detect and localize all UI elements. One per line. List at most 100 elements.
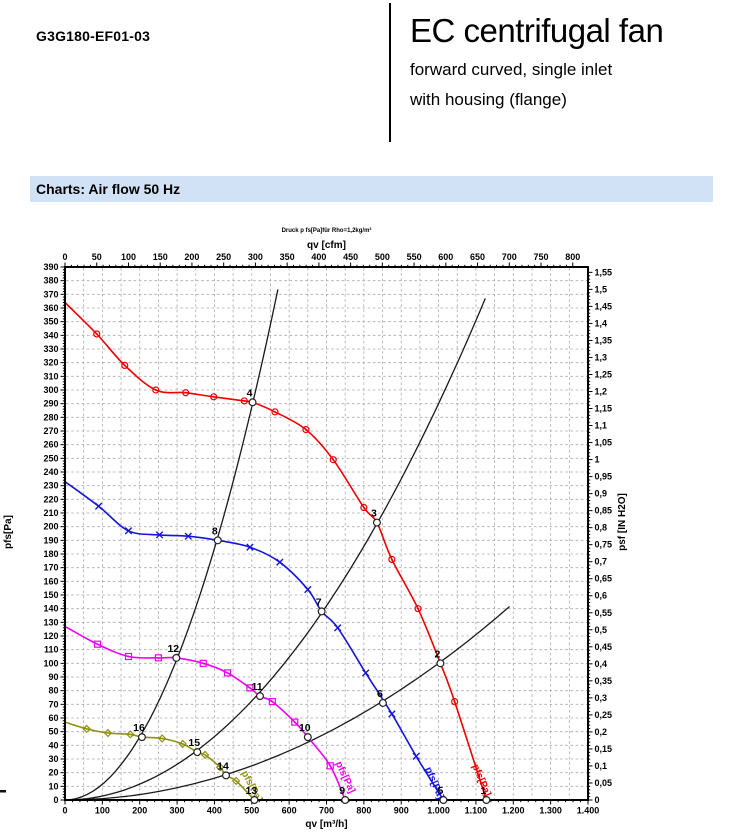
svg-text:50: 50 [48, 727, 58, 737]
svg-text:0,2: 0,2 [595, 727, 608, 737]
section-header-bar: Charts: Air flow 50 Hz [30, 176, 713, 202]
svg-text:1,05: 1,05 [595, 438, 613, 448]
axis-titles: Druck p fs[Pa]für Rho=1,2kg/m³ qv [cfm] qv… [3, 227, 628, 830]
svg-text:1.100: 1.100 [465, 806, 488, 816]
svg-text:350: 350 [43, 317, 58, 327]
svg-text:1,3: 1,3 [595, 352, 608, 362]
product-title: EC centrifugal fan [410, 12, 664, 49]
svg-text:0,4: 0,4 [595, 659, 608, 669]
operating-point-6 [378, 698, 387, 707]
svg-text:280: 280 [43, 412, 58, 422]
svg-text:1.200: 1.200 [502, 806, 525, 816]
svg-text:0,6: 0,6 [595, 591, 608, 601]
svg-text:650: 650 [470, 252, 485, 262]
svg-text:180: 180 [43, 549, 58, 559]
left-axis-title: pfs[Pa] [3, 515, 14, 549]
svg-text:0,5: 0,5 [595, 625, 608, 635]
svg-text:230: 230 [43, 481, 58, 491]
svg-text:70: 70 [48, 699, 58, 709]
svg-text:300: 300 [248, 252, 263, 262]
svg-text:0,55: 0,55 [595, 608, 613, 618]
svg-text:330: 330 [43, 344, 58, 354]
fan-speed-curve-1-path [64, 301, 488, 801]
svg-text:20: 20 [48, 768, 58, 778]
svg-text:250: 250 [216, 252, 231, 262]
svg-text:90: 90 [48, 672, 58, 682]
svg-text:200: 200 [184, 252, 199, 262]
svg-text:550: 550 [407, 252, 422, 262]
svg-text:100: 100 [95, 806, 110, 816]
svg-text:600: 600 [282, 806, 297, 816]
fan-speed-curve-4: pfs[Pa] [64, 721, 264, 804]
svg-text:40: 40 [48, 740, 58, 750]
svg-text:0,65: 0,65 [595, 574, 613, 584]
svg-text:1: 1 [480, 785, 486, 797]
operating-point-11 [256, 692, 265, 701]
svg-text:500: 500 [375, 252, 390, 262]
header-divider [389, 3, 391, 142]
page-edge-artifact [0, 790, 6, 793]
top-axis-title: qv [cfm] [307, 240, 346, 251]
svg-text:0,9: 0,9 [595, 489, 608, 499]
svg-text:0,1: 0,1 [595, 761, 608, 771]
fan-performance-chart: pfs[Pa]pfs[Pa]pfs[Pa]pfs[Pa]0 100 200 300 40… [0, 227, 628, 830]
svg-text:800: 800 [356, 806, 371, 816]
svg-text:260: 260 [43, 440, 58, 450]
svg-text:1.300: 1.300 [539, 806, 562, 816]
svg-text:250: 250 [43, 453, 58, 463]
svg-text:0,35: 0,35 [595, 676, 613, 686]
svg-text:290: 290 [43, 399, 58, 409]
svg-text:390: 390 [43, 262, 58, 272]
svg-text:150: 150 [153, 252, 168, 262]
svg-text:190: 190 [43, 535, 58, 545]
svg-text:2: 2 [435, 648, 441, 660]
operating-point-4 [248, 398, 257, 407]
svg-text:130: 130 [43, 617, 58, 627]
svg-text:13: 13 [246, 785, 258, 797]
chart-title: Druck p fs[Pa]für Rho=1,2kg/m³ [282, 227, 372, 234]
bottom-axis-title: qv [m³/h] [305, 819, 347, 830]
operating-point-12 [172, 653, 181, 662]
svg-text:360: 360 [43, 303, 58, 313]
svg-text:310: 310 [43, 371, 58, 381]
svg-text:1,4: 1,4 [595, 318, 608, 328]
svg-text:370: 370 [43, 289, 58, 299]
svg-text:0,75: 0,75 [595, 540, 613, 550]
svg-text:1,35: 1,35 [595, 335, 613, 345]
svg-text:120: 120 [43, 631, 58, 641]
svg-text:0: 0 [62, 806, 67, 816]
axis-ticks-labels: 0 100 200 300 400 500 600 700 800 900 1.000 1.100 1.… [43, 252, 612, 816]
operating-point-7 [317, 607, 326, 616]
svg-text:700: 700 [319, 806, 334, 816]
svg-text:400: 400 [207, 806, 222, 816]
svg-text:1,1: 1,1 [595, 421, 608, 431]
svg-text:0,45: 0,45 [595, 642, 613, 652]
svg-text:0,05: 0,05 [595, 778, 613, 788]
right-axis-title: psf [IN H2O] [617, 493, 628, 551]
svg-text:8: 8 [212, 525, 218, 537]
svg-text:0: 0 [53, 795, 58, 805]
svg-text:0,8: 0,8 [595, 523, 608, 533]
chart-grid [66, 268, 587, 799]
svg-text:100: 100 [43, 658, 58, 668]
svg-text:400: 400 [311, 252, 326, 262]
svg-text:9: 9 [339, 785, 345, 797]
system-curve-2 [64, 298, 486, 801]
section-title: Charts: Air flow 50 Hz [36, 181, 181, 197]
svg-text:800: 800 [565, 252, 580, 262]
fan-speed-curve-1: pfs[Pa] [64, 301, 493, 801]
svg-text:1,15: 1,15 [595, 404, 613, 414]
svg-text:1,45: 1,45 [595, 301, 613, 311]
svg-text:270: 270 [43, 426, 58, 436]
svg-text:0,85: 0,85 [595, 506, 613, 516]
svg-text:3: 3 [371, 508, 377, 520]
svg-text:1,2: 1,2 [595, 386, 608, 396]
svg-text:1: 1 [595, 455, 600, 465]
svg-text:50: 50 [92, 252, 102, 262]
svg-text:240: 240 [43, 467, 58, 477]
svg-text:100: 100 [121, 252, 136, 262]
operating-point-1 [482, 795, 491, 804]
svg-text:600: 600 [438, 252, 453, 262]
svg-text:1,5: 1,5 [595, 284, 608, 294]
